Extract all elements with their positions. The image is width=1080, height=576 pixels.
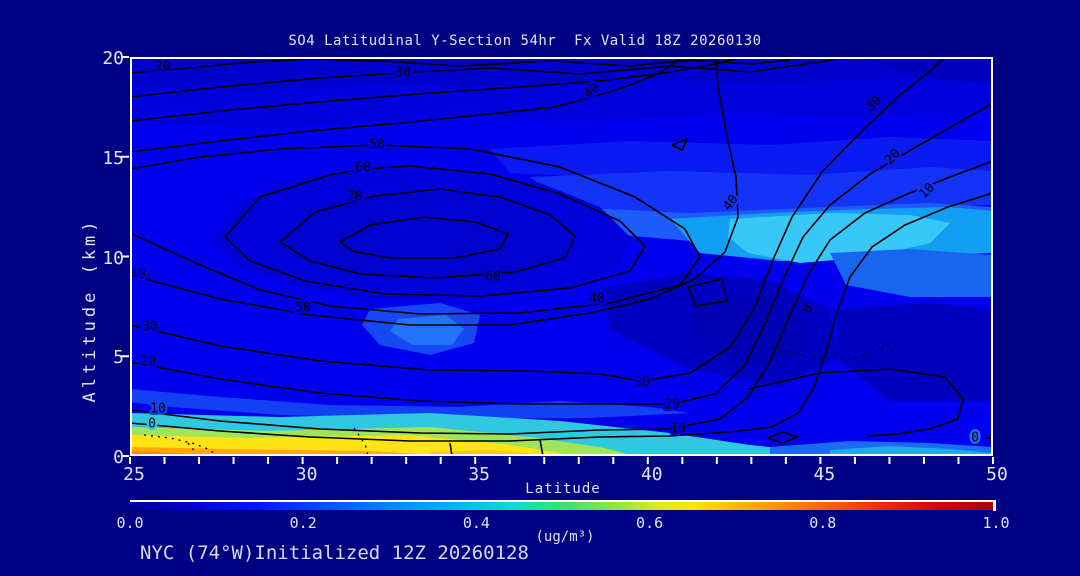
x-tick-label-40: 40 [640, 464, 663, 485]
contour-label-20: 20 [664, 398, 680, 413]
plot-frame [130, 57, 993, 456]
contour-line--10 [187, 442, 196, 456]
contour-label-10: 10 [670, 422, 686, 437]
fill-mid-right-dark-core [690, 297, 806, 365]
contour-label-30: 30 [634, 376, 650, 391]
contour-line-closed [671, 137, 689, 152]
y-tick-label-5: 5 [113, 347, 124, 369]
fill-top-right-corner [850, 57, 993, 97]
contour-label-0: 0 [971, 431, 979, 446]
contour-label-10: 10 [150, 402, 166, 417]
contour-label-30: 30 [395, 66, 411, 81]
x-tick-label-50: 50 [986, 464, 1008, 485]
colorbar-end-tick [993, 500, 996, 511]
x-tick-label-45: 45 [813, 464, 836, 485]
y-tick-label-15: 15 [102, 147, 124, 169]
contour-line-20 [130, 102, 993, 405]
colorbar [130, 500, 996, 510]
contour-line-10 [130, 160, 993, 435]
colorbar-tick-label-0.6: 0.6 [636, 514, 664, 532]
contour-line-60 [224, 165, 647, 297]
fill-right-strip-1 [490, 137, 993, 181]
contour-label-60: 60 [485, 270, 501, 285]
x-axis-title: Latitude [525, 481, 601, 497]
contour-line--10 [771, 342, 893, 360]
contour-line-40 [130, 57, 683, 153]
fill-low-meander [130, 389, 690, 419]
contour-line-closed [767, 431, 800, 444]
contour-label-60: 60 [355, 161, 371, 176]
fill-upper-band-2 [130, 77, 993, 127]
contour-line-0 [747, 368, 964, 437]
contour-label-40: 40 [589, 292, 605, 307]
x-tick-label-30: 30 [295, 464, 318, 485]
contour-line-50 [130, 144, 701, 315]
contour-line-40 [130, 57, 739, 326]
colorbar-units-label: (ug/m³) [535, 529, 595, 545]
contour-line-0 [449, 442, 453, 456]
fill-far-right-dark [836, 303, 993, 401]
fill-surface-right-cyan [830, 446, 993, 456]
fill-surface-orange [130, 447, 450, 456]
contour-line-20 [130, 58, 791, 74]
contour-label-20: 20 [155, 60, 171, 75]
contour-label-50: 50 [295, 301, 311, 316]
contour-label-0: 0 [148, 417, 156, 432]
contour-line-80 [339, 216, 510, 259]
x-tick-label-25: 25 [123, 464, 145, 485]
contour-line-closed [687, 278, 728, 307]
colorbar-tick-label-1.0: 1.0 [982, 514, 1010, 532]
contour-line-35 [130, 57, 743, 122]
colorbar-tick-label-0.8: 0.8 [809, 514, 837, 532]
contour-line-70 [279, 188, 576, 279]
fill-right-strip-2 [530, 167, 993, 213]
contour-label-40: 40 [130, 268, 146, 283]
fill-top-band [130, 57, 993, 91]
contour-line-30 [130, 57, 846, 98]
contour-label-30: 30 [142, 320, 158, 335]
contour-line-0 [130, 192, 993, 442]
contour-plot: 20 30506070605040302010040404030201003020… [121, 56, 994, 464]
y-tick-label-20: 20 [102, 48, 124, 69]
colorbar-tick-label-0.0: 0.0 [116, 514, 144, 532]
contour-line-30 [130, 57, 946, 382]
contour-label-20: 20 [140, 355, 156, 370]
contour-label-50: 50 [369, 138, 385, 153]
fill-right-mid-blue [830, 249, 993, 297]
y-tick-label-10: 10 [102, 247, 124, 269]
plot-body: 20 30506070605040302010040404030201003020… [130, 57, 993, 456]
footer-text: NYC (74°W)Initialized 12Z 20260128 [140, 542, 529, 564]
contour-line-0 [539, 439, 544, 456]
fill-ridge-shade-inner [280, 193, 570, 281]
x-tick-label-35: 35 [468, 464, 491, 485]
colorbar-tick-label-0.4: 0.4 [462, 514, 490, 532]
colorbar-tick-label-0.2: 0.2 [289, 514, 317, 532]
y-axis-title: Altitude (km) [80, 217, 100, 403]
axis-tick-marks [121, 56, 994, 464]
fill-low-left-patch-core [390, 315, 464, 345]
chart-title: SO4 Latitudinal Y-Section 54hr Fx Valid … [288, 33, 762, 49]
y-tick-label-0: 0 [113, 447, 124, 468]
contour-label-70: 70 [347, 190, 363, 205]
